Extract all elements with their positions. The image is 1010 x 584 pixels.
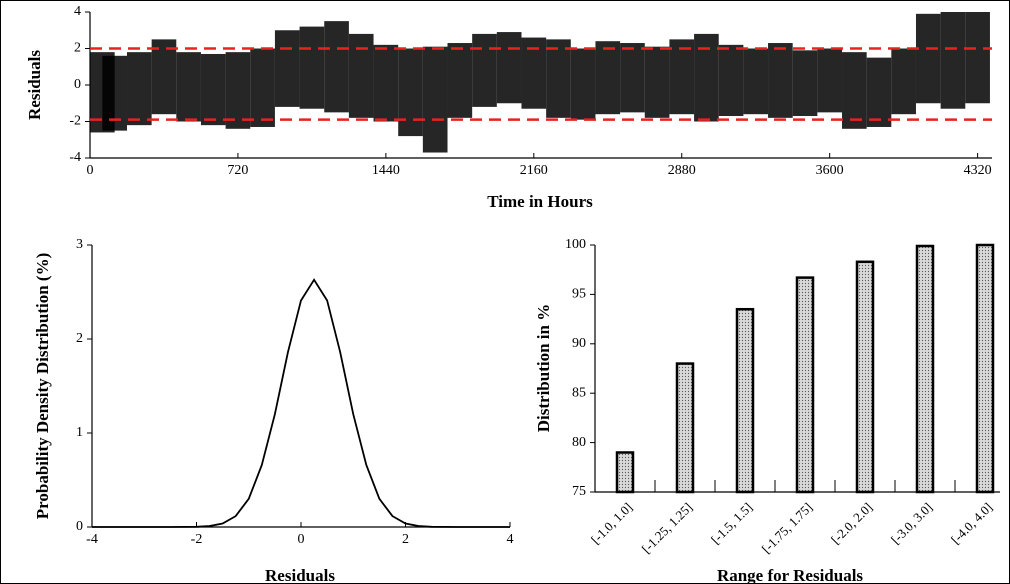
x-tick-label: 2160 <box>520 163 548 178</box>
x-tick-label: 2880 <box>668 163 696 178</box>
x-tick-label: 4 <box>507 532 514 547</box>
residual-band <box>718 44 744 117</box>
x-tick-label: 0 <box>87 163 94 178</box>
y-axis-title: Residuals <box>25 50 44 120</box>
y-tick-label: 100 <box>565 237 586 252</box>
bar <box>795 276 815 494</box>
x-tick-label: [-2.0, 2.0] <box>828 500 875 547</box>
residual-band <box>965 12 990 104</box>
residual-band <box>694 33 719 122</box>
residual-band <box>940 12 966 109</box>
residual-band <box>891 48 916 115</box>
bar <box>915 244 935 494</box>
y-tick-label: 90 <box>572 336 586 351</box>
residual-band <box>200 53 226 126</box>
residual-band <box>225 52 251 129</box>
residual-band <box>817 48 843 113</box>
y-tick-label: 1 <box>76 425 83 440</box>
residual-band <box>126 52 152 126</box>
residual-band <box>299 26 325 109</box>
x-tick-label: -4 <box>86 532 98 547</box>
x-axis-title: Residuals <box>265 566 335 584</box>
residual-band <box>176 52 201 122</box>
residual-band <box>743 48 769 115</box>
x-tick-label: [-3.0, 3.0] <box>888 500 935 547</box>
x-tick-label: 2 <box>402 532 409 547</box>
residual-band <box>866 57 892 127</box>
residual-band <box>398 48 423 137</box>
residual-band <box>373 44 399 122</box>
residual-band <box>570 48 596 120</box>
residual-band <box>472 33 497 107</box>
residual-band <box>348 33 374 118</box>
residual-band <box>546 39 571 118</box>
x-tick-label: [-4.0, 4.0] <box>948 500 995 547</box>
y-tick-label: 80 <box>572 435 586 450</box>
y-axis-title: Probability Density Distribution (%) <box>33 253 52 520</box>
x-tick-label: [-1.5, 1.5] <box>708 500 755 547</box>
bar <box>615 451 635 494</box>
x-tick-label: 0 <box>298 532 305 547</box>
bar <box>855 260 875 494</box>
residual-band <box>496 32 522 104</box>
x-axis-title: Time in Hours <box>487 192 593 211</box>
residual-band <box>447 43 473 118</box>
residual-band <box>274 30 300 107</box>
residual-band <box>324 21 349 113</box>
residual-band <box>620 43 645 113</box>
bar <box>675 362 695 494</box>
y-axis-title: Distribution in % <box>534 304 553 432</box>
y-tick-label: -2 <box>69 114 81 129</box>
density-curve <box>92 278 510 528</box>
x-axis-title: Range for Residuals <box>717 566 863 584</box>
x-tick-label: 3600 <box>816 163 844 178</box>
x-tick-label: [-1.25, 1.25] <box>639 500 696 557</box>
residual-band <box>595 41 621 115</box>
residual-band <box>644 46 670 118</box>
y-tick-label: 0 <box>74 77 81 92</box>
residual-band <box>250 48 275 127</box>
y-tick-label: 2 <box>76 331 83 346</box>
residual-band <box>422 46 448 153</box>
residual-band <box>792 50 818 117</box>
y-tick-label: 95 <box>572 287 586 302</box>
y-tick-label: 3 <box>76 237 83 252</box>
y-tick-label: 4 <box>74 4 81 19</box>
x-tick-label: [-1.0, 1.0] <box>588 500 635 547</box>
residual-band <box>915 13 941 104</box>
x-tick-label: -2 <box>191 532 203 547</box>
y-tick-label: 85 <box>572 385 586 400</box>
residual-band <box>102 55 127 131</box>
residual-band <box>842 52 867 129</box>
y-tick-label: 2 <box>74 41 81 56</box>
bar <box>735 307 755 494</box>
residual-band <box>669 39 695 115</box>
bar <box>975 243 995 494</box>
y-tick-label: 0 <box>76 519 83 534</box>
x-tick-label: [-1.75, 1.75] <box>759 500 816 557</box>
residual-band <box>768 43 793 118</box>
residual-band <box>151 39 177 115</box>
y-tick-label: -4 <box>69 150 81 165</box>
y-tick-label: 75 <box>572 484 586 499</box>
x-tick-label: 720 <box>227 163 248 178</box>
x-tick-label: 4320 <box>964 163 992 178</box>
x-tick-label: 1440 <box>372 163 400 178</box>
